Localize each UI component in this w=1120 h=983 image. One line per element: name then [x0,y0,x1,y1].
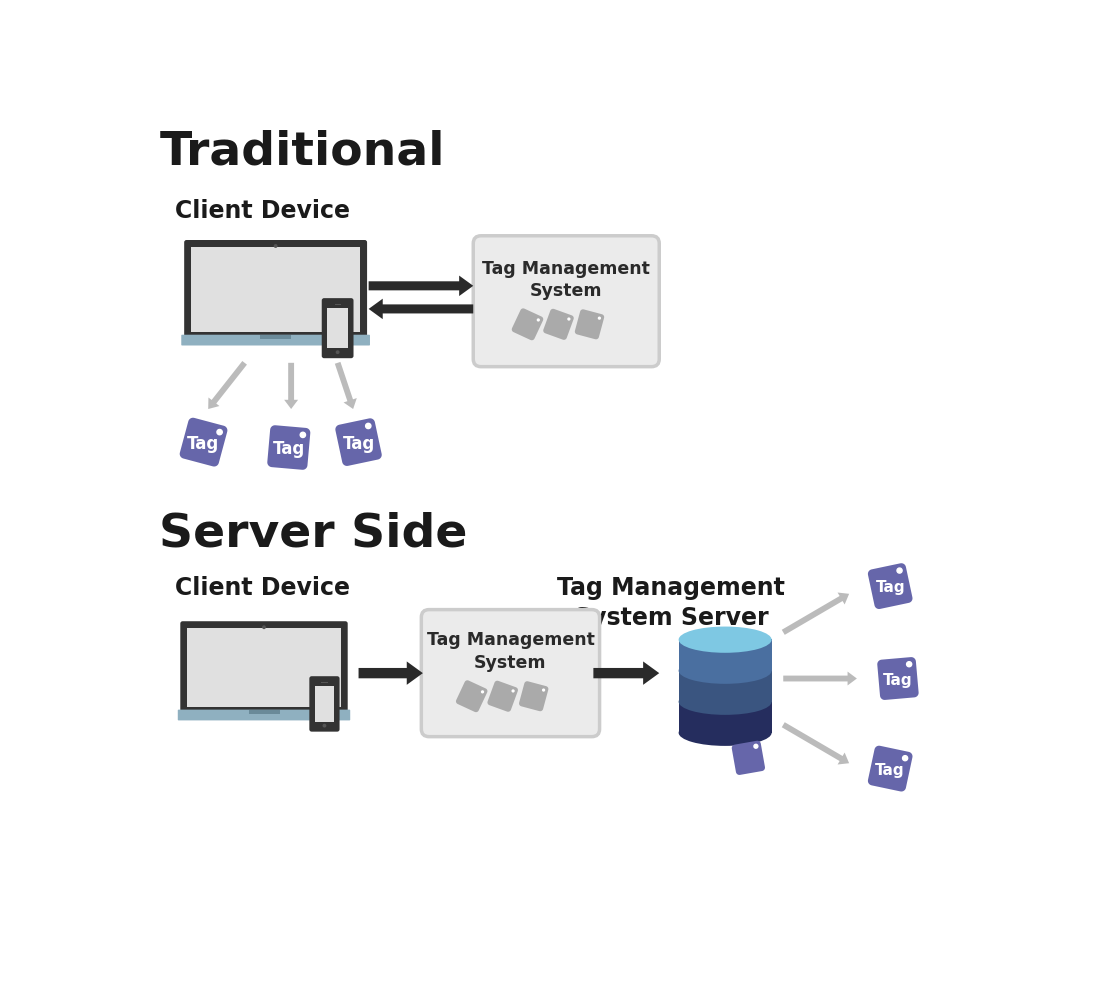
Circle shape [512,689,515,693]
FancyBboxPatch shape [421,609,599,736]
Polygon shape [368,299,474,319]
Ellipse shape [679,658,772,684]
Circle shape [300,433,306,437]
Polygon shape [487,680,517,712]
Ellipse shape [679,626,772,653]
FancyBboxPatch shape [321,298,354,358]
Circle shape [217,430,222,434]
Bar [192,247,361,332]
Polygon shape [731,741,765,775]
Circle shape [567,318,570,320]
Ellipse shape [679,720,772,746]
Bar [679,670,772,702]
FancyBboxPatch shape [309,676,339,731]
Bar [187,628,340,708]
FancyBboxPatch shape [180,621,347,715]
Polygon shape [268,426,310,470]
Polygon shape [208,361,246,409]
Bar [679,639,772,670]
Circle shape [480,690,484,693]
Polygon shape [335,362,357,409]
Polygon shape [335,419,382,466]
Circle shape [897,568,902,573]
Polygon shape [782,723,849,765]
Text: Tag: Tag [187,434,220,452]
Circle shape [536,318,540,321]
Polygon shape [575,310,604,339]
Bar [321,682,327,683]
Polygon shape [868,746,913,791]
Text: Tag: Tag [876,580,905,595]
Text: Tag: Tag [343,434,375,452]
FancyBboxPatch shape [178,710,351,721]
FancyBboxPatch shape [181,335,370,345]
Circle shape [365,424,371,429]
Circle shape [754,744,758,748]
Polygon shape [456,680,487,712]
Text: Tag: Tag [875,763,905,778]
Text: Client Device: Client Device [175,199,349,223]
Circle shape [336,350,339,354]
FancyBboxPatch shape [474,236,660,367]
Circle shape [273,244,278,248]
Polygon shape [284,363,298,409]
Text: Client Device: Client Device [175,576,349,600]
Bar [327,308,348,348]
Polygon shape [543,309,573,340]
Circle shape [262,625,265,629]
Polygon shape [179,418,227,467]
Polygon shape [368,275,474,296]
Bar [249,711,280,715]
Text: Tag Management
System: Tag Management System [483,260,651,300]
Ellipse shape [679,689,772,715]
Text: Traditional: Traditional [159,130,445,175]
Text: Server Side: Server Side [159,511,468,556]
Text: Tag: Tag [272,440,305,458]
Polygon shape [877,657,918,700]
Polygon shape [512,309,543,340]
Circle shape [323,723,326,727]
Polygon shape [783,671,857,685]
Bar [315,686,334,722]
Polygon shape [868,563,913,609]
Circle shape [903,756,907,761]
Bar [260,335,291,339]
Text: Tag Management
System Server: Tag Management System Server [557,576,785,630]
Circle shape [542,688,545,692]
Text: Tag: Tag [884,672,913,687]
Text: Tag Management
System: Tag Management System [427,631,595,671]
Polygon shape [782,593,849,635]
Circle shape [906,662,912,666]
FancyBboxPatch shape [184,240,367,339]
Polygon shape [358,662,423,685]
Circle shape [598,317,601,319]
Bar [335,304,340,305]
Polygon shape [594,662,660,685]
Bar [679,701,772,732]
Polygon shape [519,681,549,712]
